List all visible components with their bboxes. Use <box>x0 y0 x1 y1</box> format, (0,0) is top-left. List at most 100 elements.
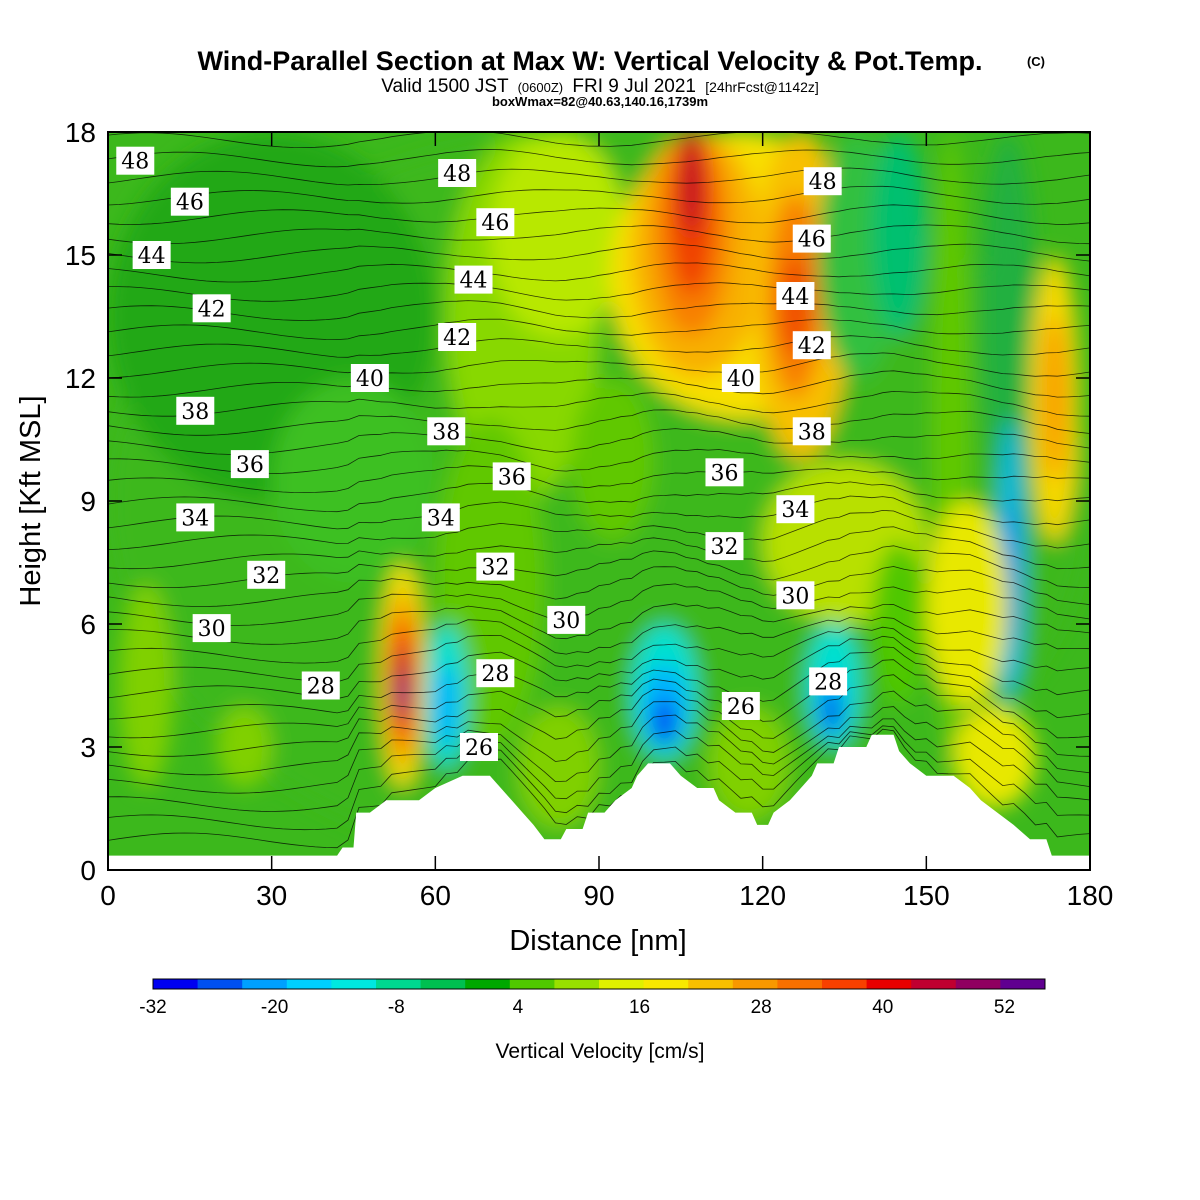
colorbar-label: Vertical Velocity [cm/s] <box>496 1040 705 1063</box>
y-tick-label: 6 <box>80 609 96 640</box>
contour-label: 46 <box>481 211 509 236</box>
contour-label: 44 <box>781 285 809 310</box>
valid-date: FRI 9 Jul 2021 <box>572 76 696 97</box>
velocity-region <box>871 132 927 337</box>
contour-label: 32 <box>481 556 509 581</box>
velocity-region <box>517 706 599 829</box>
contour-label-box <box>809 667 848 696</box>
contour-label: 26 <box>727 695 755 720</box>
contour-label-box <box>230 450 269 479</box>
contour-label-box <box>421 503 460 532</box>
colorbar-tick-label: 4 <box>513 997 524 1018</box>
velocity-region <box>1005 501 1017 645</box>
x-tick-label: 150 <box>903 880 950 911</box>
velocity-region <box>825 693 840 731</box>
x-tick-label: 90 <box>583 880 614 911</box>
colorbar: -32 -20 -8 4 16 28 40 52 <box>139 978 1046 1018</box>
contour-label: 34 <box>427 506 455 531</box>
theta-contour-line <box>108 728 1090 849</box>
colorbar-tick-label: 28 <box>751 997 772 1018</box>
theta-contour-line <box>108 448 1090 474</box>
contour-label-box <box>176 503 215 532</box>
contour-label: 36 <box>498 465 526 490</box>
velocity-region <box>217 706 272 788</box>
velocity-region <box>1040 316 1069 481</box>
theta-contour-line <box>108 390 1090 417</box>
valid-line: Valid 1500 JST (0600Z) FRI 9 Jul 2021 [2… <box>381 76 819 97</box>
contour-label-box <box>438 323 477 351</box>
contour-label: 38 <box>181 400 209 425</box>
contour-label-box <box>476 552 515 581</box>
velocity-region <box>871 542 927 706</box>
contour-label-box <box>301 671 340 700</box>
contour-label: 40 <box>727 367 755 392</box>
contour-label: 26 <box>465 736 493 761</box>
colorbar-swatch <box>777 979 823 989</box>
colorbar-swatch <box>420 979 466 989</box>
contour-label: 32 <box>252 564 280 589</box>
valid-utc: (0600Z) <box>518 80 564 95</box>
theta-contour-line <box>108 526 1090 570</box>
terrain-mask <box>108 734 1090 870</box>
velocity-region <box>571 378 654 542</box>
theta-contour-line <box>108 583 1090 626</box>
contour-label-box <box>116 146 155 175</box>
contour-label: 28 <box>814 670 842 695</box>
colorbar-swatch <box>688 979 734 989</box>
theta-contour-line <box>108 224 1090 245</box>
colorbar-swatch <box>1000 979 1046 989</box>
contour-label: 42 <box>443 326 471 351</box>
velocity-region <box>926 501 1009 706</box>
colorbar-swatch <box>822 979 868 989</box>
colorbar-swatch <box>331 979 377 989</box>
colorbar-swatch <box>509 979 555 989</box>
valid-prefix: Valid 1500 JST <box>381 76 509 97</box>
theta-contours <box>108 132 1090 849</box>
contour-label: 46 <box>176 191 204 216</box>
contour-label: 36 <box>710 461 738 486</box>
theta-contour-line <box>108 300 1090 321</box>
contour-label-box <box>547 605 586 634</box>
y-tick-label: 3 <box>80 732 96 763</box>
colorbar-tick-label: 52 <box>994 997 1015 1018</box>
contour-label-box <box>192 294 231 323</box>
contour-label-box <box>459 733 498 761</box>
contour-label-box <box>776 495 815 524</box>
velocity-region <box>953 706 1036 809</box>
colorbar-swatch <box>911 979 957 989</box>
contour-labels: 48 46 44 42 38 36 34 32 30 28 40 38 34 48 46 44 42 36 32 28… <box>116 146 848 761</box>
colorbar-frame <box>152 978 1046 990</box>
y-axis-label: Height [Kft MSL] <box>15 395 47 606</box>
copyright-mark: (C) <box>1027 54 1045 69</box>
theta-contour-line <box>108 243 1090 264</box>
contour-label: 44 <box>138 244 166 269</box>
contour-label: 42 <box>798 334 826 359</box>
contour-label-box <box>170 187 209 216</box>
contour-label: 48 <box>809 170 837 195</box>
contour-label-box <box>476 208 515 237</box>
contour-label-box <box>792 417 831 446</box>
x-axis-label: Distance [nm] <box>509 925 686 957</box>
velocity-region <box>397 673 409 715</box>
theta-contour-line <box>108 335 1090 358</box>
colorbar-swatch <box>866 979 912 989</box>
x-tick-label: 0 <box>100 880 116 911</box>
contour-label: 44 <box>460 269 488 294</box>
theta-contour-line <box>108 167 1090 186</box>
contour-label: 46 <box>798 228 826 253</box>
theta-contour-line <box>108 282 1090 302</box>
contour-label: 38 <box>798 420 826 445</box>
colorbar-tick-label: -20 <box>261 997 288 1018</box>
y-tick-label: 15 <box>65 240 96 271</box>
theta-contour-line <box>108 635 1090 700</box>
velocity-region <box>980 132 1036 501</box>
boxwmax-label: boxWmax=82@40.63,140.16,1739m <box>492 94 708 109</box>
contour-label: 36 <box>236 453 264 478</box>
contour-label-box <box>454 265 493 294</box>
theta-contour-line <box>108 690 1090 776</box>
colorbar-swatch <box>376 979 422 989</box>
contour-label-box <box>176 396 215 425</box>
y-tick-label: 0 <box>80 855 96 886</box>
